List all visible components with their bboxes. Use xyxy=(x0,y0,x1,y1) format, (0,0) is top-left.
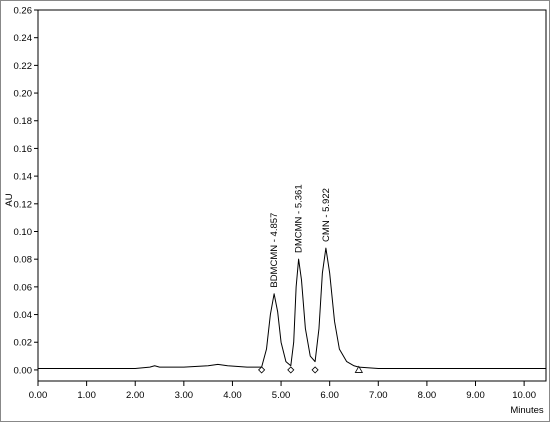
y-tick-label: 0.12 xyxy=(14,199,33,210)
y-tick-label: 0.02 xyxy=(14,338,33,349)
peak-label: CMN - 5.922 xyxy=(321,188,332,242)
x-tick-label: 10.00 xyxy=(512,390,536,401)
y-tick-label: 0.08 xyxy=(14,255,33,266)
y-tick-label: 0.16 xyxy=(14,144,33,155)
x-tick-label: 1.00 xyxy=(77,390,96,401)
x-tick-label: 8.00 xyxy=(418,390,437,401)
x-tick-label: 3.00 xyxy=(175,390,194,401)
peak-label: DMCMN - 5.361 xyxy=(294,184,305,253)
peak-label: BDMCMN - 4.857 xyxy=(269,213,280,288)
x-tick-label: 2.00 xyxy=(126,390,145,401)
trace xyxy=(38,247,546,370)
y-tick-label: 0.04 xyxy=(14,310,33,321)
x-tick-label: 9.00 xyxy=(466,390,485,401)
y-tick-label: 0.18 xyxy=(14,116,33,127)
y-tick-label: 0.00 xyxy=(14,365,33,376)
y-tick-label: 0.22 xyxy=(14,61,33,72)
x-tick-label: 7.00 xyxy=(369,390,388,401)
x-axis-label: Minutes xyxy=(510,405,544,416)
y-tick-label: 0.26 xyxy=(14,6,33,17)
x-tick-label: 0.00 xyxy=(29,390,48,401)
y-axis-label: AU xyxy=(4,193,15,206)
y-tick-label: 0.20 xyxy=(14,89,33,100)
x-tick-label: 5.00 xyxy=(272,390,291,401)
y-tick-label: 0.14 xyxy=(14,172,33,183)
y-tick-label: 0.24 xyxy=(14,33,33,44)
x-tick-label: 6.00 xyxy=(320,390,339,401)
peak-marker xyxy=(258,366,266,374)
peak-marker xyxy=(311,366,319,374)
plot-frame xyxy=(37,9,547,382)
y-tick-label: 0.10 xyxy=(14,227,33,238)
peak-marker xyxy=(287,366,295,374)
x-tick-label: 4.00 xyxy=(223,390,242,401)
peak-marker xyxy=(354,365,364,373)
y-tick-label: 0.06 xyxy=(14,282,33,293)
